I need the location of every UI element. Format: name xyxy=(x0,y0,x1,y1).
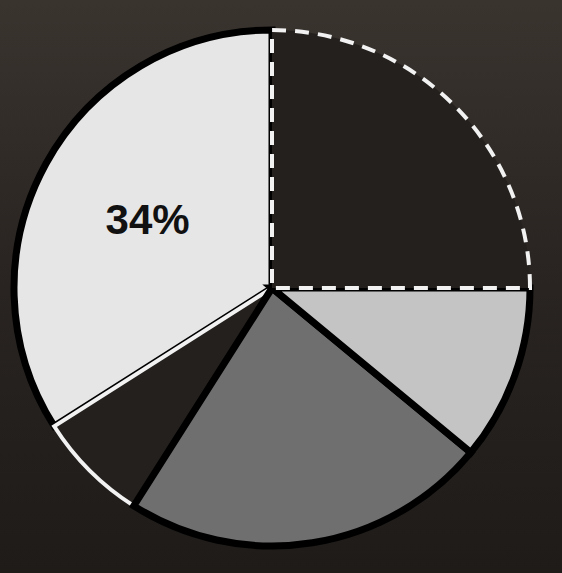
svg-text:34%: 34% xyxy=(106,196,190,243)
